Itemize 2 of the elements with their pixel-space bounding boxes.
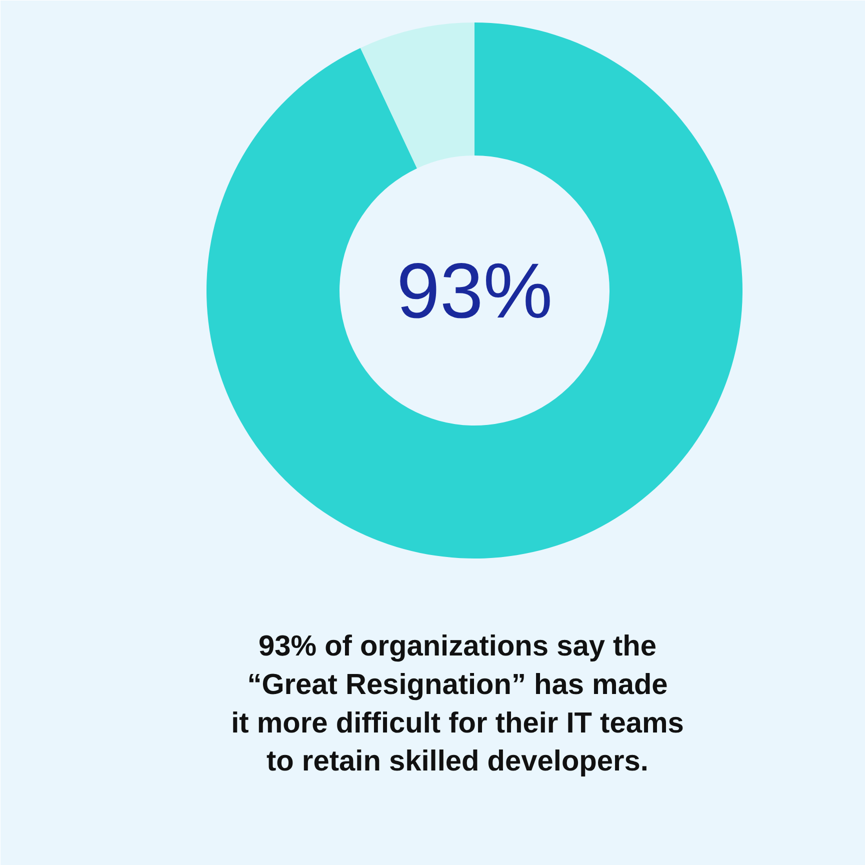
text: 93% [396, 246, 553, 334]
text: 93% of organizations say the “Great Resignation” has made it more difficult for their IT teams to retain skilled developers. [231, 630, 684, 778]
